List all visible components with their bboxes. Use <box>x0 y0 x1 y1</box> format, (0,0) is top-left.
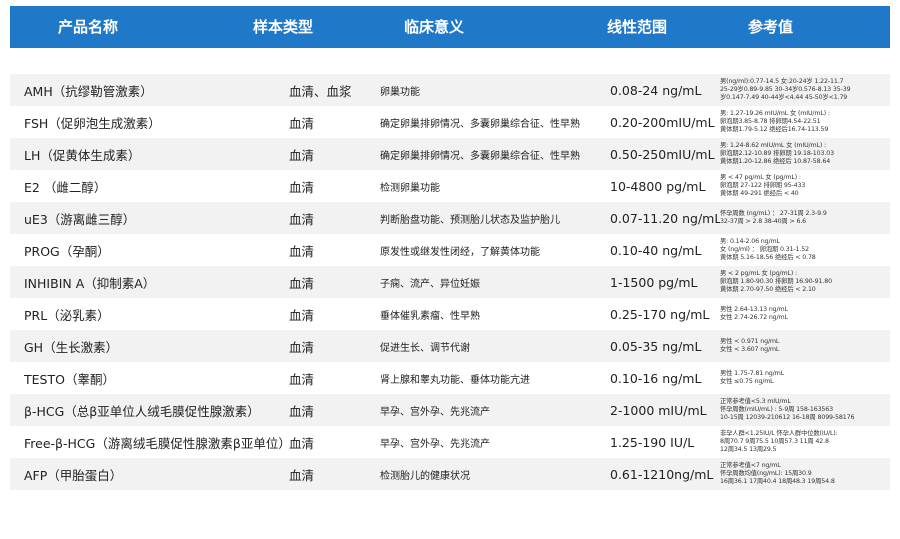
sample-type: 血清 <box>289 307 315 323</box>
reference-value: 男性 < 0.971 ng/mL 女性 < 3.607 ng/mL <box>720 338 780 353</box>
linear-range: 0.10-16 ng/mL <box>610 370 702 386</box>
reference-value: 正常参考值<5.3 mIU/mL 怀孕周数(mIU/mL) : 5-9周 158… <box>720 398 855 421</box>
product-name: PRL（泌乳素） <box>24 307 110 323</box>
reference-value: 男: 1.27-19.26 mIU/mL 女 (mIU/mL) : 卵泡期3.8… <box>720 110 830 133</box>
product-name: E2 （雌二醇） <box>24 179 107 195</box>
reference-value: 男: 0.14-2.06 ng/mL 女 (ng/ml) ： 卵泡期 0.31-… <box>720 238 816 261</box>
header-sample-type: 样本类型 <box>253 18 314 36</box>
table-row: TESTO（睾酮） 血清 肾上腺和睾丸功能、垂体功能亢进 0.10-16 ng/… <box>10 362 890 394</box>
sample-type: 血清 <box>289 371 315 387</box>
clinical-significance: 子痫、流产、异位妊娠 <box>380 278 480 290</box>
clinical-significance: 检测卵巢功能 <box>380 182 440 194</box>
sample-type: 血清 <box>289 147 315 163</box>
table-row: PROG（孕酮） 血清 原发性或继发性闭经，了解黄体功能 0.10-40 ng/… <box>10 234 890 266</box>
reference-value: 怀孕周数 (ng/mL) ： 27-31周 2.3-9.9 32-37周 > 2… <box>720 210 827 225</box>
sample-type: 血清 <box>289 115 315 131</box>
reference-value: 男性 1.75-7.81 ng/mL 女性 ≤0.75 ng/mL <box>720 370 784 385</box>
reference-value: 男 < 2 pg/mL 女 (pg/mL) : 卵泡期 1.80-90.30 排… <box>720 270 832 293</box>
table-row: AMH（抗缪勒管激素） 血清、血浆 卵巢功能 0.08-24 ng/mL 男(n… <box>10 74 890 106</box>
linear-range: 2-1000 mIU/mL <box>610 402 707 418</box>
table-header: 产品名称 样本类型 临床意义 线性范围 参考值 <box>10 6 890 48</box>
clinical-significance: 原发性或继发性闭经，了解黄体功能 <box>380 246 540 258</box>
linear-range: 0.05-35 ng/mL <box>610 338 702 354</box>
product-name: LH（促黄体生成素） <box>24 147 141 163</box>
reference-value: 正常参考值<7 ng/mL 怀孕周数均值(ng/mL): 15周30.9 16周… <box>720 462 835 485</box>
clinical-significance: 卵巢功能 <box>380 86 420 98</box>
product-name: INHIBIN A（抑制素A） <box>24 275 156 291</box>
product-name: AMH（抗缪勒管激素） <box>24 83 153 99</box>
sample-type: 血清 <box>289 403 315 419</box>
reference-value: 男: 1.24-8.62 mIU/mL 女 (mIU/mL) : 卵泡期2.12… <box>720 142 834 165</box>
table-row: LH（促黄体生成素） 血清 确定卵巢排卵情况、多囊卵巢综合征、性早熟 0.50-… <box>10 138 890 170</box>
product-name: PROG（孕酮） <box>24 243 110 259</box>
sample-type: 血清、血浆 <box>289 83 352 99</box>
clinical-significance: 垂体催乳素瘤、性早熟 <box>380 310 480 322</box>
reference-value: 男 < 47 pg/mL 女 (pg/mL) : 卵泡期 27-122 排卵期 … <box>720 174 806 197</box>
product-name: TESTO（睾酮） <box>24 371 115 387</box>
sample-type: 血清 <box>289 243 315 259</box>
product-name: Free-β-HCG（游离绒毛膜促性腺激素β亚单位） <box>24 435 291 451</box>
linear-range: 0.10-40 ng/mL <box>610 242 702 258</box>
linear-range: 0.25-170 ng/mL <box>610 306 710 322</box>
product-name: GH（生长激素） <box>24 339 119 355</box>
header-product: 产品名称 <box>58 18 119 36</box>
sample-type: 血清 <box>289 211 315 227</box>
linear-range: 1-1500 pg/mL <box>610 274 698 290</box>
table-row: AFP（甲胎蛋白） 血清 检测胎儿的健康状况 0.61-1210ng/mL 正常… <box>10 458 890 490</box>
header-linear-range: 线性范围 <box>607 18 668 36</box>
product-name: FSH（促卵泡生成激素） <box>24 115 161 131</box>
reference-value: 男性 2.64-13.13 ng/mL 女性 2.74-26.72 ng/mL <box>720 306 788 321</box>
sample-type: 血清 <box>289 179 315 195</box>
linear-range: 0.07-11.20 ng/mL <box>610 210 720 226</box>
reference-value: 男(ng/ml):0.77-14.5 女:20-24岁 1.22-11.7 25… <box>720 78 851 101</box>
clinical-significance: 检测胎儿的健康状况 <box>380 470 470 482</box>
table-row: FSH（促卵泡生成激素） 血清 确定卵巢排卵情况、多囊卵巢综合征、性早熟 0.2… <box>10 106 890 138</box>
table-row: PRL（泌乳素） 血清 垂体催乳素瘤、性早熟 0.25-170 ng/mL 男性… <box>10 298 890 330</box>
clinical-significance: 确定卵巢排卵情况、多囊卵巢综合征、性早熟 <box>380 118 580 130</box>
table-row: E2 （雌二醇） 血清 检测卵巢功能 10-4800 pg/mL 男 < 47 … <box>10 170 890 202</box>
linear-range: 0.08-24 ng/mL <box>610 82 702 98</box>
linear-range: 0.61-1210ng/mL <box>610 466 714 482</box>
header-clinical-significance: 临床意义 <box>404 18 465 36</box>
clinical-significance: 早孕、宫外孕、先兆流产 <box>380 438 490 450</box>
table-row: Free-β-HCG（游离绒毛膜促性腺激素β亚单位） 血清 早孕、宫外孕、先兆流… <box>10 426 890 458</box>
clinical-significance: 促进生长、调节代谢 <box>380 342 470 354</box>
linear-range: 0.20-200mIU/mL <box>610 114 715 130</box>
linear-range: 1.25-190 IU/L <box>610 434 695 450</box>
header-reference-value: 参考值 <box>748 18 794 36</box>
sample-type: 血清 <box>289 467 315 483</box>
clinical-significance: 确定卵巢排卵情况、多囊卵巢综合征、性早熟 <box>380 150 580 162</box>
clinical-significance: 早孕、宫外孕、先兆流产 <box>380 406 490 418</box>
sample-type: 血清 <box>289 435 315 451</box>
sample-type: 血清 <box>289 275 315 291</box>
product-name: AFP（甲胎蛋白） <box>24 467 123 483</box>
table-row: INHIBIN A（抑制素A） 血清 子痫、流产、异位妊娠 1-1500 pg/… <box>10 266 890 298</box>
sample-type: 血清 <box>289 339 315 355</box>
table-row: GH（生长激素） 血清 促进生长、调节代谢 0.05-35 ng/mL 男性 <… <box>10 330 890 362</box>
reference-value: 非孕人群<1.25IU/L 怀孕人群中位数(IU/L): 8周70.7 9周75… <box>720 430 838 453</box>
product-name: uE3（游离雌三醇） <box>24 211 136 227</box>
product-name: β-HCG（总β亚单位人绒毛膜促性腺激素） <box>24 403 260 419</box>
linear-range: 0.50-250mIU/mL <box>610 146 715 162</box>
table-row: uE3（游离雌三醇） 血清 判断胎盘功能、预测胎儿状态及监护胎儿 0.07-11… <box>10 202 890 234</box>
linear-range: 10-4800 pg/mL <box>610 178 706 194</box>
table-row: β-HCG（总β亚单位人绒毛膜促性腺激素） 血清 早孕、宫外孕、先兆流产 2-1… <box>10 394 890 426</box>
clinical-significance: 判断胎盘功能、预测胎儿状态及监护胎儿 <box>380 214 560 226</box>
clinical-significance: 肾上腺和睾丸功能、垂体功能亢进 <box>380 374 530 386</box>
